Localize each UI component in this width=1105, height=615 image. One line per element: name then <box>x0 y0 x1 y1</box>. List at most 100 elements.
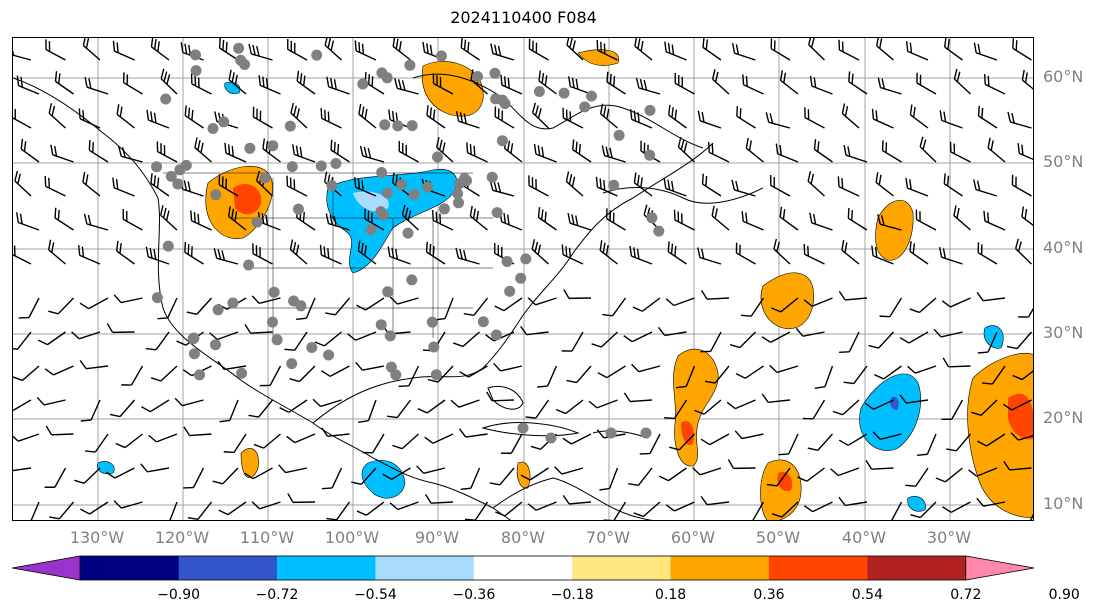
wind-barb <box>321 467 343 490</box>
wind-barb <box>623 392 653 403</box>
colorbar-segment <box>375 556 475 580</box>
wind-barb <box>259 365 282 387</box>
wind-barb <box>871 245 894 265</box>
wind-barb <box>841 239 860 265</box>
wind-barb <box>148 433 178 443</box>
wind-barb <box>668 104 687 129</box>
wind-barb <box>977 105 998 129</box>
station-dot <box>558 87 570 99</box>
wind-barb <box>284 331 308 351</box>
wind-barb <box>74 467 101 484</box>
station-dot <box>244 142 256 154</box>
wind-barb <box>839 331 860 354</box>
wind-barb <box>14 170 32 197</box>
station-dot <box>381 187 393 199</box>
contour-negative <box>97 461 115 475</box>
wind-barb <box>1010 432 1033 441</box>
wind-barb <box>145 246 170 265</box>
wind-barb <box>935 467 963 483</box>
wind-barb <box>386 399 412 419</box>
wind-barb <box>629 109 653 129</box>
wind-barb <box>623 331 653 343</box>
station-dot <box>435 50 447 62</box>
wind-barb <box>804 107 825 129</box>
wind-barb <box>292 144 316 163</box>
map-title: 2024110400 F084 <box>450 8 597 27</box>
station-dot <box>306 342 318 353</box>
wind-barb <box>347 331 377 341</box>
wind-barb <box>251 295 281 305</box>
wind-barb <box>700 495 730 506</box>
wind-barb <box>287 493 316 504</box>
station-dot <box>486 171 498 183</box>
wind-barb <box>879 297 903 318</box>
station-dot <box>520 253 532 265</box>
wind-barb <box>289 365 316 383</box>
wind-barb <box>838 496 868 507</box>
wind-barb <box>700 331 722 353</box>
wind-barb <box>899 331 929 344</box>
wind-barb <box>427 365 454 383</box>
station-dot <box>517 422 529 434</box>
wind-barb <box>938 246 963 265</box>
wind-barb <box>976 497 1006 507</box>
wind-barb <box>563 289 592 300</box>
station-dot <box>271 334 283 346</box>
wind-barb <box>538 70 557 95</box>
station-dot <box>311 49 323 61</box>
station-dot <box>188 348 200 360</box>
wind-barb <box>184 242 204 265</box>
colorbar-tick-label: 0.36 <box>753 587 785 603</box>
colorbar-segment <box>473 556 573 580</box>
station-dot <box>267 140 279 152</box>
wind-barb <box>156 141 178 163</box>
colorbar-extend-low <box>12 555 81 581</box>
colorbar-tick-label: −0.72 <box>255 587 299 603</box>
wind-barb <box>463 297 489 317</box>
wind-barb <box>802 399 826 420</box>
station-dot <box>515 272 527 284</box>
station-dot <box>644 104 656 116</box>
station-dot <box>384 330 396 342</box>
wind-barb <box>601 145 626 163</box>
wind-barb <box>325 297 351 316</box>
wind-barb <box>562 494 592 505</box>
wind-barb <box>36 396 66 406</box>
wind-barb <box>183 467 205 489</box>
wind-barb <box>561 331 584 352</box>
colorbar-tick-label: −0.90 <box>157 587 201 603</box>
wind-barb <box>16 212 40 231</box>
wind-barb <box>881 140 902 163</box>
wind-barb <box>416 465 446 475</box>
wind-barb <box>838 290 868 301</box>
station-dot <box>390 369 402 381</box>
wind-barb <box>458 428 488 438</box>
wind-barb <box>227 206 247 231</box>
wind-barb <box>741 211 764 231</box>
wind-barb <box>212 467 239 485</box>
wind-barb <box>321 365 350 377</box>
wind-barb <box>296 70 316 95</box>
wind-barb <box>1029 501 1033 520</box>
wind-barb <box>832 399 860 416</box>
wind-barb <box>122 209 143 231</box>
station-dot <box>504 285 516 297</box>
wind-barb <box>837 176 860 197</box>
wind-barb <box>736 106 756 129</box>
station-dot <box>430 369 442 381</box>
station-dot <box>284 120 296 132</box>
contour-positive <box>421 61 484 117</box>
wind-barb <box>797 467 825 482</box>
latitude-label: 40°N <box>1043 238 1084 257</box>
wind-barb <box>769 364 799 374</box>
wind-barb <box>358 399 377 423</box>
wind-barb <box>773 238 791 265</box>
wind-barb <box>392 433 419 450</box>
station-dot <box>422 181 434 193</box>
wind-barb <box>566 38 584 61</box>
wind-barb <box>417 399 446 414</box>
wind-barb <box>180 42 204 61</box>
wind-barb <box>13 108 32 129</box>
wind-barb <box>1017 143 1033 163</box>
wind-barb <box>356 297 385 311</box>
